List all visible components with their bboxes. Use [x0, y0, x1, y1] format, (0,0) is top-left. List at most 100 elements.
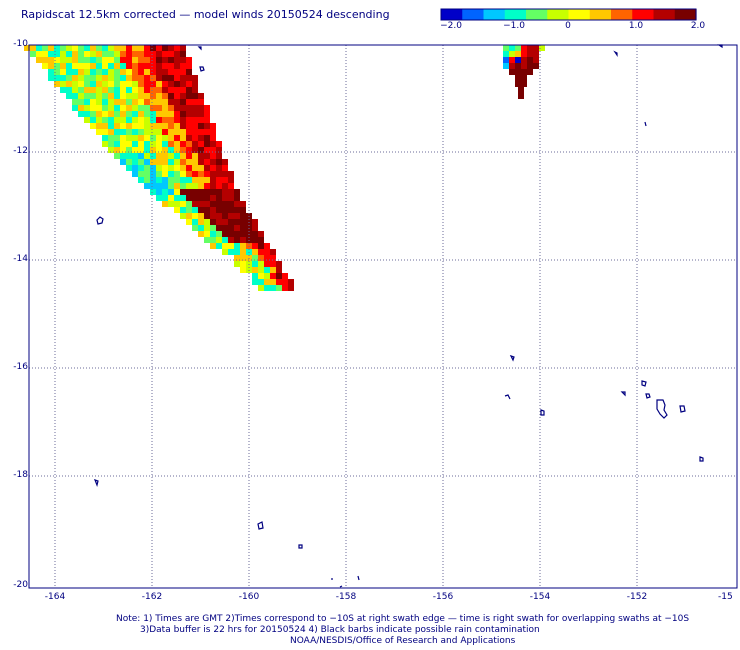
swath-cell — [204, 129, 210, 135]
swath-cell — [114, 111, 120, 117]
swath-cell — [186, 63, 192, 69]
swath-cell — [150, 141, 156, 147]
swath-cell — [210, 123, 216, 129]
swath-cell — [84, 87, 90, 93]
swath-cell — [138, 45, 144, 51]
swath-cell — [527, 69, 533, 75]
swath-cell — [120, 93, 126, 99]
swath-cell — [174, 147, 180, 153]
swath-cell — [174, 45, 180, 51]
swath-cell — [156, 183, 162, 189]
swath-cell — [174, 123, 180, 129]
swath-cell — [198, 201, 204, 207]
swath-cell — [114, 57, 120, 63]
swath-cell — [222, 231, 228, 237]
swath-cell — [210, 201, 216, 207]
swath-cell — [138, 177, 144, 183]
swath-cell — [90, 69, 96, 75]
swath-cell — [198, 159, 204, 165]
swath-cell — [162, 171, 168, 177]
swath-cell — [138, 153, 144, 159]
swath-cell — [168, 45, 174, 51]
swath-cell — [90, 45, 96, 51]
colorbar-swatch — [611, 9, 616, 20]
swath-cell — [144, 69, 150, 75]
swath-cell — [60, 51, 66, 57]
colorbar-swatch — [632, 9, 638, 20]
swath-cell — [198, 189, 204, 195]
swath-cell — [186, 135, 192, 141]
swath-cell — [234, 231, 240, 237]
swath-cell — [503, 51, 509, 57]
swath-cell — [174, 135, 180, 141]
swath-cell — [90, 57, 96, 63]
swath-cell — [174, 99, 180, 105]
swath-cell — [198, 117, 204, 123]
swath-cell — [198, 135, 204, 141]
swath-cell — [252, 249, 258, 255]
lon-label: -152 — [626, 592, 648, 602]
colorbar-swatch — [445, 9, 451, 20]
swath-cell — [36, 57, 42, 63]
swath-cell — [216, 237, 222, 243]
swath-cell — [126, 123, 132, 129]
swath-cell — [114, 69, 120, 75]
swath-cell — [126, 141, 132, 147]
swath-cell — [192, 141, 198, 147]
lat-label: -12 — [13, 146, 28, 156]
swath-cell — [174, 117, 180, 123]
colorbar-swatch — [640, 9, 646, 20]
swath-cell — [180, 153, 186, 159]
swath-cell — [192, 171, 198, 177]
swath-cell — [210, 135, 216, 141]
swath-cell — [42, 57, 48, 63]
swath-cell — [66, 75, 72, 81]
swath-cell — [54, 51, 60, 57]
swath-cell — [515, 81, 521, 87]
swath-cell — [150, 147, 156, 153]
swath-cell — [144, 165, 150, 171]
swath-cell — [198, 123, 204, 129]
swath-cell — [114, 87, 120, 93]
swath-cell — [132, 75, 138, 81]
swath-cell — [102, 129, 108, 135]
swath-cell — [138, 57, 144, 63]
colorbar-tick-label: −1.0 — [503, 21, 525, 31]
swath-cell — [210, 153, 216, 159]
colorbar-swatch — [555, 9, 561, 20]
swath-cell — [186, 93, 192, 99]
island-outline — [656, 399, 668, 419]
swath-cell — [138, 165, 144, 171]
swath-cell — [156, 117, 162, 123]
colorbar-swatch — [521, 9, 527, 20]
swath-cell — [168, 147, 174, 153]
colorbar-swatch — [470, 9, 476, 20]
swath-cell — [120, 129, 126, 135]
swath-cell — [150, 69, 156, 75]
swath-cell — [174, 171, 180, 177]
swath-cell — [222, 183, 228, 189]
note-line-1: Note: 1) Times are GMT 2)Times correspon… — [116, 614, 690, 624]
swath-cell — [210, 189, 216, 195]
swath-cell — [240, 213, 246, 219]
swath-cell — [120, 75, 126, 81]
swath-cell — [96, 99, 102, 105]
colorbar-swatch — [615, 9, 621, 20]
swath-cell — [150, 75, 156, 81]
swath-cell — [90, 111, 96, 117]
swath-cell — [252, 273, 258, 279]
swath-cell — [533, 63, 539, 69]
swath-cell — [102, 141, 108, 147]
swath-cell — [108, 129, 114, 135]
swath-cell — [162, 159, 168, 165]
swath-cell — [240, 267, 246, 273]
swath-cell — [114, 123, 120, 129]
swath-cell — [126, 63, 132, 69]
swath-cell — [210, 219, 216, 225]
swath-cell — [204, 189, 210, 195]
lat-label: -14 — [13, 254, 28, 264]
swath-cell — [132, 147, 138, 153]
swath-cell — [204, 177, 210, 183]
swath-cell — [138, 159, 144, 165]
swath-cell — [138, 93, 144, 99]
